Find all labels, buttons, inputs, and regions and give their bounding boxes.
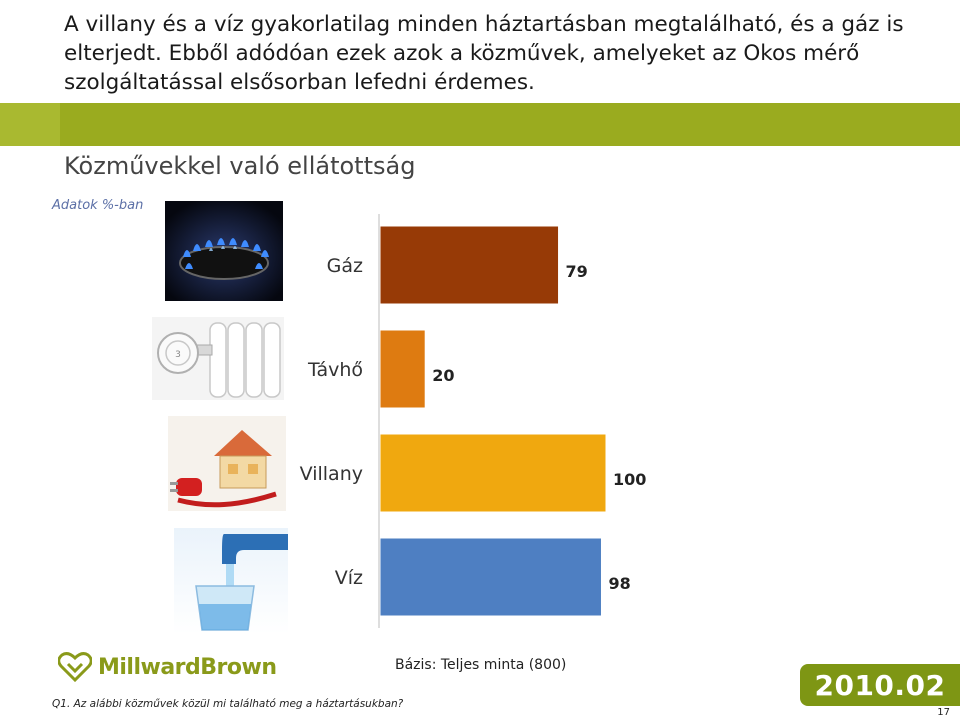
value-label-3: 98 (608, 574, 630, 593)
bar-3 (379, 537, 602, 617)
millward-brown-logo: MillwardBrown (58, 652, 277, 682)
house-plug-icon (168, 416, 286, 511)
green-band-divider (0, 103, 960, 146)
green-band-accent (0, 103, 60, 146)
value-label-2: 100 (613, 470, 646, 489)
unit-note: Adatok %-ban (52, 198, 144, 213)
question-note: Q1. Az alábbi közművek közül mi találhat… (52, 698, 404, 710)
date-badge: 2010.02 (800, 664, 960, 706)
category-label-1: Távhő (307, 359, 363, 381)
bar-1 (379, 329, 426, 409)
gas-flame-icon (165, 201, 283, 301)
lead-text: A villany és a víz gyakorlatilag minden … (64, 12, 904, 95)
brand-name: MillwardBrown (98, 654, 277, 680)
category-label-0: Gáz (327, 255, 363, 277)
category-label-2: Villany (300, 463, 363, 485)
water-tap-icon (174, 528, 288, 634)
category-label-3: Víz (335, 567, 363, 589)
radiator-icon: 3 (152, 317, 284, 400)
value-label-0: 79 (566, 262, 588, 281)
bar-2 (379, 433, 607, 513)
brand-heart-icon (58, 652, 92, 682)
svg-text:3: 3 (175, 350, 181, 360)
chart-title: Közművekkel való ellátottság (64, 152, 416, 180)
value-label-1: 20 (432, 366, 454, 385)
base-note: Bázis: Teljes minta (800) (395, 657, 567, 673)
page-number: 17 (937, 707, 950, 718)
bar-0 (379, 225, 560, 305)
